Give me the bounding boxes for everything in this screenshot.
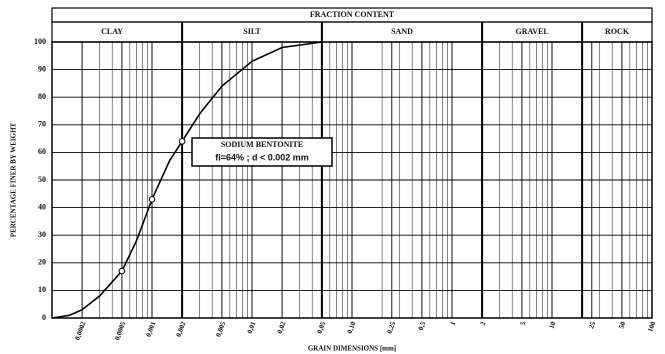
y-tick-label: 100: [34, 37, 46, 46]
y-tick-label: 20: [38, 258, 46, 267]
annotation-line: fi=64% ; d < 0.002 mm: [215, 152, 309, 162]
y-tick-label: 30: [38, 230, 46, 239]
x-tick-label: 5: [519, 320, 528, 326]
y-tick-label: 10: [38, 285, 46, 294]
y-axis-label: PERCENTAGE FINER BY WEIGHT: [10, 122, 18, 237]
annotation-box: [191, 137, 333, 167]
fraction-label: SAND: [391, 27, 413, 36]
x-tick-label: 0,5: [417, 320, 428, 331]
header: FRACTION CONTENT: [310, 10, 395, 19]
marker: [148, 196, 156, 203]
x-axis-label: GRAIN DIMENSIONS [mm]: [308, 345, 396, 353]
y-tick-label: 60: [38, 147, 46, 156]
curve: [51, 41, 323, 319]
y-tick-label: 80: [38, 92, 46, 101]
x-tick-label: 0,25: [385, 320, 397, 335]
marker: [178, 138, 186, 145]
x-tick-label: 100: [646, 320, 657, 333]
x-tick-label: 25: [587, 320, 597, 330]
x-tick-label: 1: [449, 320, 458, 326]
fraction-label: SILT: [243, 27, 261, 36]
annotation-line: SODIUM BENTONITE: [221, 140, 303, 149]
fraction-label: GRAVEL: [516, 27, 549, 36]
x-tick-label: 0,01: [246, 320, 258, 335]
fraction-label: ROCK: [605, 27, 630, 36]
y-tick-label: 70: [38, 120, 46, 129]
x-tick-label: 2: [479, 320, 488, 326]
y-tick-label: 50: [38, 175, 46, 184]
marker: [118, 267, 126, 275]
y-tick-label: 90: [38, 64, 46, 73]
fraction-label: CLAY: [101, 27, 123, 36]
x-tick-label: 0,10: [346, 320, 358, 335]
x-tick-label: 10: [547, 320, 557, 330]
x-tick-label: 0,02: [276, 320, 288, 335]
plot-frame: [51, 41, 653, 319]
x-tick-label: 0,05: [316, 320, 328, 335]
y-tick-label: 40: [38, 202, 46, 211]
y-tick-label: 0: [42, 313, 46, 322]
x-tick-label: 50: [617, 320, 627, 330]
